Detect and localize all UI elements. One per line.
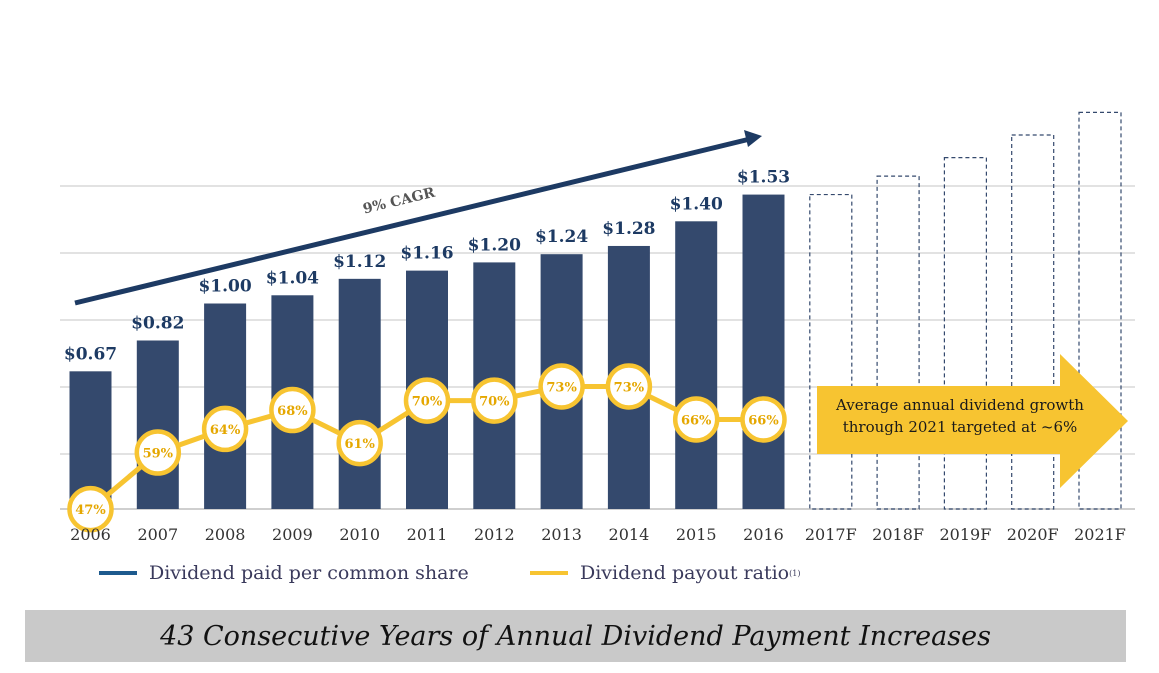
forecast-bar	[876, 175, 920, 510]
dividend-value-label: $1.16	[400, 244, 453, 264]
payout-ratio-point	[67, 485, 114, 533]
dividend-bar	[675, 221, 718, 510]
x-tick-label: 2015	[676, 525, 717, 544]
payout-ratio-point	[201, 405, 249, 453]
x-tick-label: 2018F	[872, 525, 924, 544]
payout-ratio-label: 73%	[546, 380, 577, 395]
x-tick-label: 2013	[541, 525, 582, 544]
payout-ratio-point	[269, 386, 316, 434]
payout-ratio-label: 73%	[614, 380, 645, 395]
dividend-value-label: $0.82	[131, 313, 184, 333]
x-tick-label: 2010	[339, 525, 380, 544]
legend-payout: Dividend payout ratio (1)	[530, 560, 800, 586]
dividend-value-label: $1.53	[737, 168, 790, 188]
dividend-bar	[742, 194, 785, 509]
dividend-value-label: $1.24	[535, 227, 588, 247]
payout-ratio-point	[403, 377, 451, 424]
x-tick-label: 2008	[205, 525, 246, 544]
headline-banner: 43 Consecutive Years of Annual Dividend …	[25, 610, 1126, 662]
payout-ratio-label: 68%	[277, 404, 308, 419]
x-tick-label: 2016	[743, 525, 784, 544]
payout-ratio-point	[336, 419, 383, 467]
growth-target-line-2: through 2021 targeted at ~6%	[843, 418, 1078, 436]
payout-ratio-label: 59%	[143, 447, 174, 462]
payout-ratio-label: 64%	[210, 423, 241, 438]
x-tick-label: 2007	[137, 525, 178, 544]
legend-payout-swatch	[530, 571, 568, 575]
dividend-value-label: $1.04	[266, 268, 319, 288]
dividend-chart: $0.67 $0.82 $1.00 $1.04 $1.12 $1.16 $1.20 $1.24…	[60, 111, 1135, 544]
legend-payout-label: Dividend payout ratio	[580, 562, 790, 584]
cagr-arrow-head	[744, 130, 762, 147]
growth-target-line-1: Average annual dividend growth	[835, 396, 1084, 414]
dividend-bar	[136, 340, 179, 509]
payout-ratio-label: 61%	[344, 437, 375, 452]
payout-ratio-label: 66%	[748, 413, 779, 428]
x-tick-label: 2014	[609, 525, 650, 544]
dividend-value-label: $1.00	[198, 277, 251, 297]
payout-ratio-point	[538, 363, 585, 410]
forecast-bar	[943, 156, 988, 510]
forecast-bar	[809, 193, 853, 510]
dividend-value-label: $1.20	[468, 235, 521, 255]
payout-ratio-label: 70%	[479, 395, 510, 410]
x-tick-label: 2019F	[939, 525, 991, 544]
payout-ratio-label: 47%	[75, 503, 106, 518]
payout-ratio-point	[740, 396, 787, 443]
x-tick-label: 2017F	[805, 525, 857, 544]
legend-dividend-swatch	[99, 571, 137, 575]
payout-ratio-point	[672, 396, 720, 443]
x-tick-label: 2011	[407, 525, 448, 544]
payout-ratio-label: 70%	[412, 395, 443, 410]
headline-text: 43 Consecutive Years of Annual Dividend …	[160, 620, 991, 652]
forecast-bar	[1078, 111, 1122, 510]
dividend-value-label: $1.40	[670, 194, 723, 214]
cagr-label: 9% CAGR	[361, 185, 437, 218]
payout-ratio-point	[471, 377, 518, 424]
payout-ratio-point	[605, 363, 653, 410]
legend-dividend: Dividend paid per common share	[99, 560, 469, 586]
cagr-arrow-line	[74, 136, 751, 306]
x-tick-label: 2020F	[1007, 525, 1059, 544]
payout-ratio-label: 66%	[681, 413, 712, 428]
dividend-value-label: $0.67	[64, 344, 117, 364]
dividend-bar	[338, 278, 381, 509]
dividend-value-label: $1.12	[333, 252, 386, 272]
payout-ratio-point	[134, 429, 182, 476]
x-tick-label: 2006	[70, 525, 111, 544]
x-tick-label: 2009	[272, 525, 313, 544]
legend-payout-footnote: (1)	[789, 568, 801, 578]
dividend-value-label: $1.28	[602, 219, 655, 239]
growth-target-arrow	[817, 354, 1128, 488]
forecast-bar	[1011, 134, 1055, 510]
x-tick-label: 2012	[474, 525, 515, 544]
legend-dividend-label: Dividend paid per common share	[149, 562, 469, 584]
x-tick-label: 2021F	[1074, 525, 1126, 544]
